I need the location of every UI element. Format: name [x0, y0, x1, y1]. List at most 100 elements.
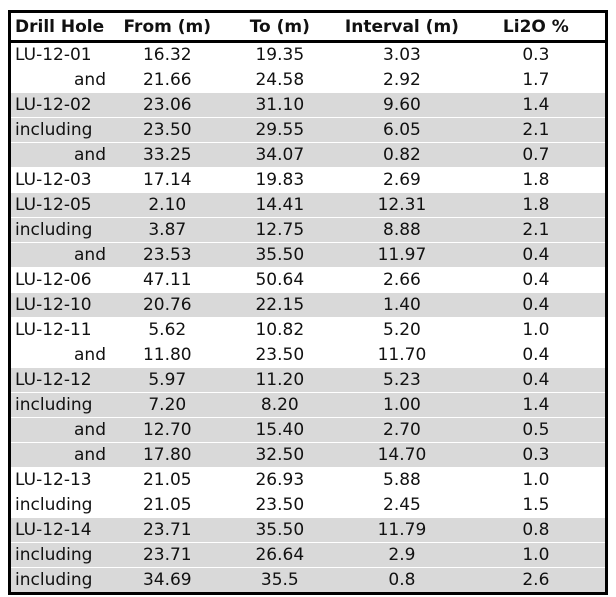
- to-cell: 12.75: [222, 217, 338, 243]
- from-cell: 23.06: [112, 92, 223, 118]
- drill-hole-cell: and: [9, 442, 112, 468]
- drill-hole-cell: LU-12-11: [9, 317, 112, 343]
- li2o-cell: 1.7: [466, 67, 607, 93]
- from-cell: 5.62: [112, 317, 223, 343]
- column-header-to: To (m): [222, 11, 338, 43]
- li2o-cell: 0.4: [466, 292, 607, 318]
- li2o-cell: 2.6: [466, 567, 607, 594]
- interval-cell: 5.88: [337, 467, 467, 493]
- li2o-cell: 2.1: [466, 117, 607, 143]
- header-row: Drill Hole From (m) To (m) Interval (m) …: [9, 11, 607, 43]
- li2o-cell: 1.8: [466, 192, 607, 218]
- li2o-cell: 0.3: [522, 45, 550, 65]
- to-cell: 31.10: [222, 92, 338, 118]
- drill-hole-cell: LU-12-10: [9, 292, 112, 318]
- interval-cell: 9.60: [337, 92, 467, 118]
- from-cell: 21.66: [112, 67, 223, 93]
- to-cell: 14.41: [222, 192, 338, 218]
- interval-cell: 11.97: [337, 242, 467, 268]
- drill-hole-cell: including: [9, 117, 112, 143]
- table-row: including 23.50 29.55 6.05 2.1: [9, 117, 607, 143]
- interval-cell: 8.88: [337, 217, 467, 243]
- drill-hole-cell: and: [9, 417, 112, 443]
- li2o-cell: 0.8: [466, 517, 607, 543]
- from-cell: 23.71: [112, 517, 223, 543]
- interval-cell: 2.69: [337, 167, 467, 193]
- drill-hole-cell: and: [9, 142, 112, 168]
- table-row: and 33.25 34.07 0.82 0.7: [9, 142, 607, 168]
- from-cell: 11.80: [112, 342, 223, 368]
- to-cell: 50.64: [222, 267, 338, 293]
- drill-hole-cell: LU-12-05: [9, 192, 112, 218]
- from-cell: 47.11: [112, 267, 223, 293]
- from-cell: 23.53: [112, 242, 223, 268]
- li2o-cell: 1.5: [466, 492, 607, 518]
- drill-hole-cell: including: [9, 492, 112, 518]
- interval-cell: 12.31: [337, 192, 467, 218]
- li2o-cell: 0.4: [466, 267, 607, 293]
- li2o-cell: 1.0: [466, 317, 607, 343]
- drill-hole-cell: LU-12-01: [15, 45, 92, 65]
- drill-hole-cell: LU-12-14: [9, 517, 112, 543]
- table-row: LU-12-02 23.06 31.10 9.60 1.4: [9, 92, 607, 118]
- table-row: including 21.05 23.50 2.45 1.5: [9, 492, 607, 518]
- interval-cell: 5.20: [337, 317, 467, 343]
- table-row: including 7.20 8.20 1.00 1.4: [9, 392, 607, 418]
- table-row: and 23.53 35.50 11.97 0.4: [9, 242, 607, 268]
- column-header-drill-hole: Drill Hole: [9, 11, 112, 43]
- interval-cell: 1.40: [337, 292, 467, 318]
- drill-hole-cell: LU-12-03: [9, 167, 112, 193]
- li2o-cell: 1.0: [466, 542, 607, 568]
- from-cell: 34.69: [112, 567, 223, 594]
- to-cell: 15.40: [222, 417, 338, 443]
- interval-cell: 11.70: [337, 342, 467, 368]
- li2o-cell: 0.4: [466, 242, 607, 268]
- interval-cell: 5.23: [337, 367, 467, 393]
- table-row: LU-12-10 20.76 22.15 1.40 0.4: [9, 292, 607, 318]
- from-cell: 21.05: [112, 492, 223, 518]
- drill-hole-cell: LU-12-06: [9, 267, 112, 293]
- to-cell: 22.15: [222, 292, 338, 318]
- drill-hole-cell: including: [9, 217, 112, 243]
- from-cell: 23.71: [112, 542, 223, 568]
- table-row: and 21.66 24.58 2.92 1.7: [9, 67, 607, 93]
- to-cell: 35.5: [222, 567, 338, 594]
- table-row: and 17.80 32.50 14.70 0.3: [9, 442, 607, 468]
- interval-cell: 2.92: [337, 67, 467, 93]
- li2o-cell: 0.3: [466, 442, 607, 468]
- li2o-cell: 1.8: [466, 167, 607, 193]
- li2o-cell: 0.7: [466, 142, 607, 168]
- table-row: LU-12-14 23.71 35.50 11.79 0.8: [9, 517, 607, 543]
- from-cell: 20.76: [112, 292, 223, 318]
- from-cell: 5.97: [112, 367, 223, 393]
- li2o-cell: 2.1: [466, 217, 607, 243]
- to-cell: 35.50: [222, 517, 338, 543]
- interval-cell: 2.45: [337, 492, 467, 518]
- interval-cell: 6.05: [337, 117, 467, 143]
- interval-cell: 2.66: [337, 267, 467, 293]
- drill-hole-cell: and: [9, 67, 112, 93]
- li2o-cell: 1.4: [466, 92, 607, 118]
- interval-cell: 14.70: [337, 442, 467, 468]
- from-cell: 2.10: [112, 192, 223, 218]
- interval-cell: 0.82: [337, 142, 467, 168]
- drill-hole-cell: and: [9, 242, 112, 268]
- table-row: LU-12-06 47.11 50.64 2.66 0.4: [9, 267, 607, 293]
- interval-cell: 1.00: [337, 392, 467, 418]
- to-cell: 29.55: [222, 117, 338, 143]
- table-header: Drill Hole From (m) To (m) Interval (m) …: [9, 11, 607, 43]
- interval-cell: 0.8: [337, 567, 467, 594]
- drill-hole-cell: and: [9, 342, 112, 368]
- interval-cell: 2.9: [337, 542, 467, 568]
- table-row: LU-12-11 5.62 10.82 5.20 1.0: [9, 317, 607, 343]
- table-row: and 11.80 23.50 11.70 0.4: [9, 342, 607, 368]
- drill-results-table: Drill Hole From (m) To (m) Interval (m) …: [8, 10, 608, 595]
- to-cell: 34.07: [222, 142, 338, 168]
- column-header-interval: Interval (m): [337, 11, 467, 43]
- to-cell: 35.50: [222, 242, 338, 268]
- to-cell: 11.20: [222, 367, 338, 393]
- to-cell: 23.50: [222, 342, 338, 368]
- li2o-cell: 1.0: [466, 467, 607, 493]
- drill-hole-cell: including: [9, 392, 112, 418]
- to-cell: 19.35: [255, 45, 305, 65]
